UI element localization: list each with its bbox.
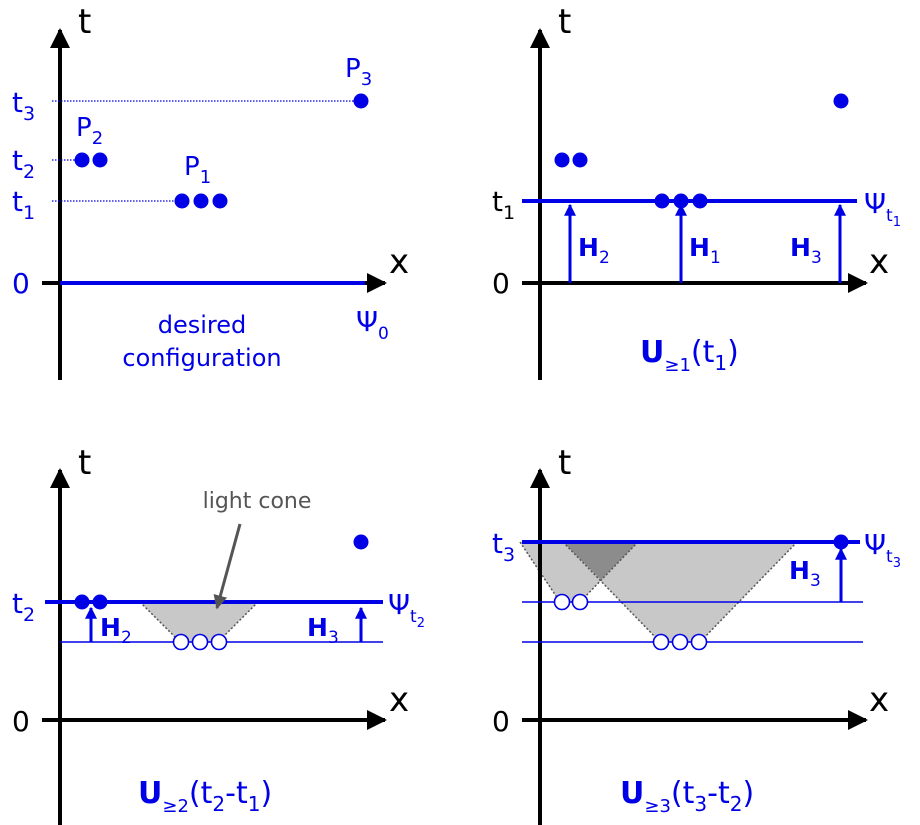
particle-p1c (212, 193, 228, 209)
t-axis-label: t (558, 443, 571, 483)
particle-p2b-past (571, 593, 589, 611)
psi-t3-label: Ψt3 (864, 528, 901, 571)
h2-label: H2 (578, 233, 610, 268)
tick-t3: t3 (12, 86, 35, 125)
particle-p1a-past (652, 633, 670, 651)
label-p1: P1 (184, 152, 211, 188)
particle-p2b (92, 152, 108, 168)
particle-p2b (572, 152, 588, 168)
t-axis-label: t (558, 2, 571, 42)
tick-zero: 0 (492, 267, 510, 300)
label-p3: P3 (345, 54, 372, 90)
psi-t2-label: Ψt2 (388, 588, 425, 631)
particle-p1b-past (191, 633, 209, 651)
x-axis-label: x (869, 242, 889, 282)
psi-0-label: Ψ0 (356, 305, 389, 344)
h1-label: H1 (689, 233, 721, 268)
particle-p2a (74, 152, 90, 168)
tick-t1: t1 (12, 185, 35, 224)
light-cone (140, 602, 258, 642)
cone-edge-3 (562, 541, 661, 643)
panel-u2: t x t2 0 H2 H3 Ψt2 light cone U≥2(t2-t1) (12, 443, 425, 825)
light-cone-edge-right (217, 601, 259, 643)
x-axis-label: x (389, 242, 409, 282)
tick-zero: 0 (12, 267, 30, 300)
particle-p1b-past (671, 633, 689, 651)
x-axis-label: x (389, 680, 409, 720)
h2-label: H2 (100, 613, 132, 648)
particle-p1c-past (210, 633, 228, 651)
caption-operator: U≥2(t2-t1) (138, 776, 272, 817)
cone-edge-4 (699, 541, 798, 643)
caption-operator: U≥3(t3-t2) (620, 776, 754, 817)
particle-p1a (174, 193, 190, 209)
particle-p2a (554, 152, 570, 168)
particle-p1a (654, 193, 670, 209)
t-axis-label: t (78, 2, 91, 42)
light-cone-pointer (213, 523, 242, 610)
tick-zero: 0 (492, 705, 510, 738)
psi-t1-label: Ψt1 (864, 187, 901, 230)
tick-t2: t2 (12, 587, 35, 626)
light-cone-overlap (563, 542, 638, 580)
tick-zero: 0 (12, 705, 30, 738)
panel-u3: t x t3 0 H3 Ψt3 U≥3(t3-t2) (492, 443, 901, 825)
h3-label: H3 (307, 613, 339, 648)
cone-edge-2 (579, 541, 639, 603)
particle-p3 (353, 93, 369, 109)
caption-line-2: configuration (122, 344, 281, 372)
h3-label: H3 (790, 233, 822, 268)
particle-p2a (74, 594, 90, 610)
t-axis-label: t (78, 443, 91, 483)
label-p2: P2 (76, 113, 103, 149)
caption-line-1: desired (158, 311, 247, 339)
particle-p1c-past (690, 633, 708, 651)
particle-p2a-past (553, 593, 571, 611)
particle-p1a-past (172, 633, 190, 651)
tick-t2: t2 (12, 144, 35, 183)
particle-p2b (92, 594, 108, 610)
particle-p1c (692, 193, 708, 209)
h3-label: H3 (789, 556, 821, 591)
tick-t3: t3 (492, 527, 515, 566)
light-cone-annotation: light cone (203, 489, 312, 514)
caption-operator: U≥1(t1) (640, 335, 739, 376)
particle-p3 (833, 93, 849, 109)
panel-desired-configuration: t x t3 t2 t1 0 P3 P2 P1 Ψ0 desired confi… (12, 2, 409, 380)
light-cone-p1 (563, 542, 797, 642)
panel-u1: t x t1 0 H2 H1 H3 Ψt1 U≥1(t1) (492, 2, 901, 380)
x-axis-label: x (869, 680, 889, 720)
particle-p1b (193, 193, 209, 209)
particle-p3 (833, 534, 849, 550)
particle-p3 (353, 534, 369, 550)
tick-t1: t1 (492, 185, 515, 224)
light-cone-edge-left (139, 601, 181, 643)
